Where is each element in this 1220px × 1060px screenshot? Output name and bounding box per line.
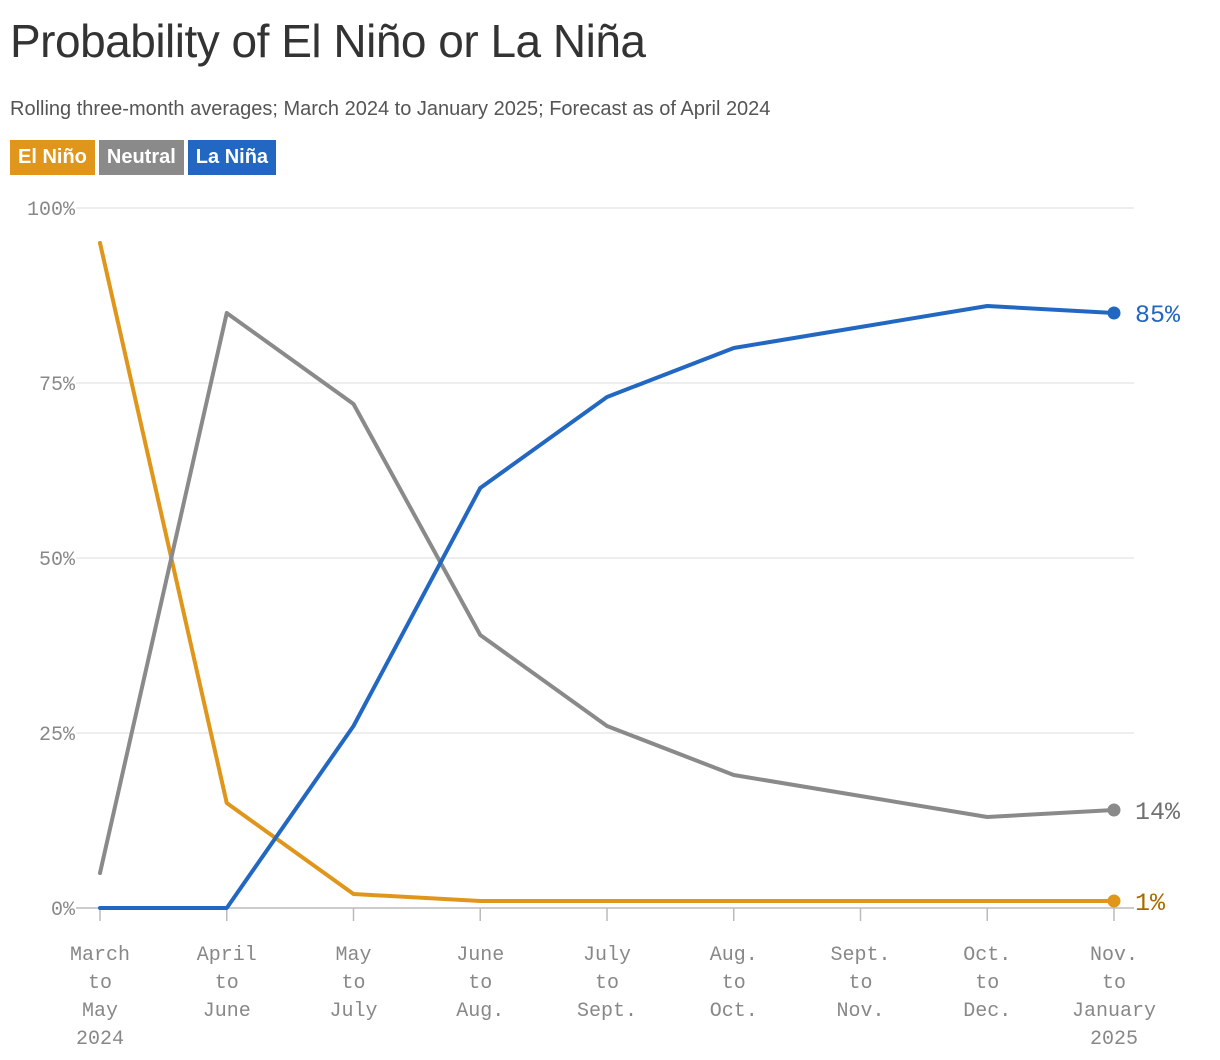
x-tick-label: April to June (197, 944, 257, 1023)
series-line-el-nino (98, 241, 1116, 903)
x-tick-label: Nov. to January 2025 (1072, 944, 1156, 1051)
series-layer (98, 241, 1121, 910)
legend-el-nino: El Niño (10, 140, 95, 175)
x-axis: March to May 2024 April to June May to July June to… (70, 908, 1156, 1051)
end-point-el-nino (1107, 894, 1121, 908)
series-line-neutral (98, 311, 1116, 875)
legend-la-nina: La Niña (187, 140, 277, 175)
series-line-la-nina (98, 304, 1116, 910)
y-tick-label: 100% (27, 199, 76, 222)
end-point-neutral (1107, 803, 1121, 817)
end-label-neutral: 14% (1135, 798, 1181, 827)
y-tick-label: 50% (39, 549, 76, 572)
x-tick-label: Sept. to Nov. (830, 944, 890, 1023)
x-tick-label: Aug. to Oct. (710, 944, 758, 1023)
y-tick-label: 75% (39, 374, 76, 397)
end-label-la-nina: 85% (1135, 301, 1181, 330)
legend-neutral: Neutral (98, 140, 184, 175)
y-tick-label: 0% (51, 899, 76, 922)
x-tick-label: May to July (329, 944, 377, 1023)
end-label-el-nino: 1% (1135, 889, 1166, 918)
end-labels: 1% 14% 85% (1135, 301, 1181, 918)
end-point-la-nina (1107, 306, 1121, 320)
y-tick-label: 25% (39, 724, 76, 747)
grid-layer: 0% 25% 50% 75% 100% (27, 199, 1134, 922)
x-tick-label: March to May 2024 (70, 944, 130, 1051)
legend: El Niño Neutral La Niña (10, 140, 277, 175)
x-tick-label: July to Sept. (577, 944, 637, 1023)
chart-title: Probability of El Niño or La Niña (10, 15, 646, 67)
x-tick-label: June to Aug. (456, 944, 504, 1023)
x-tick-label: Oct. to Dec. (963, 944, 1011, 1023)
chart-subtitle: Rolling three-month averages; March 2024… (10, 98, 771, 120)
